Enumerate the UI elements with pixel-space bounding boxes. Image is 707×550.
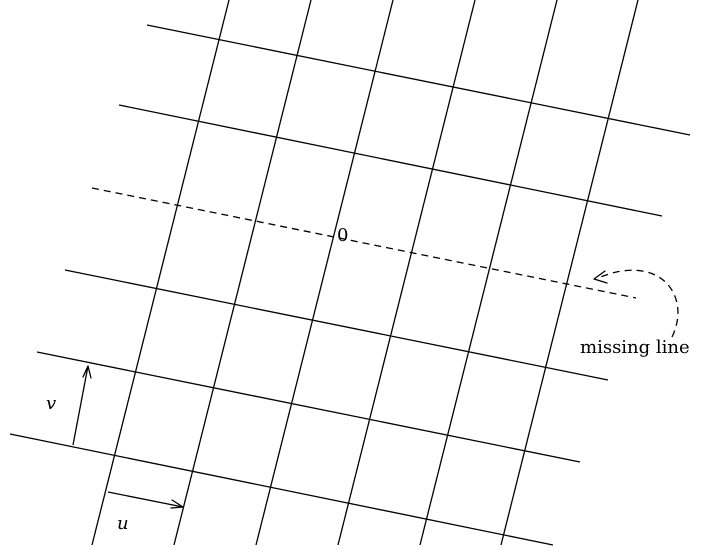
annotation-arrow — [593, 269, 679, 338]
u-arrow-line — [107, 491, 184, 508]
shallow-line — [36, 351, 581, 463]
steep-line — [173, 0, 312, 546]
shallow-line — [64, 269, 609, 381]
steep-line — [419, 0, 558, 546]
v-arrow-line — [72, 365, 89, 446]
v-label: v — [46, 393, 56, 414]
steep-line — [500, 0, 639, 546]
shallow-line — [118, 104, 663, 217]
shallow-line — [146, 24, 691, 136]
v-arrowhead-icon — [82, 365, 92, 379]
steep-lines — [91, 0, 639, 546]
steep-line — [337, 0, 476, 546]
u-vector — [107, 491, 184, 509]
steep-line — [255, 0, 394, 546]
annotation-curve — [597, 269, 679, 338]
missing-line-label: missing line — [580, 337, 690, 358]
u-label: u — [117, 513, 129, 534]
u-arrowhead-icon — [170, 499, 184, 509]
shallow-line — [9, 433, 554, 546]
origin-label: 0 — [337, 225, 348, 246]
missing-dashed-line — [91, 187, 637, 299]
v-vector — [72, 365, 92, 446]
annotation-arrowhead-icon — [593, 270, 608, 284]
steep-line — [91, 0, 230, 546]
shallow-lines — [9, 24, 691, 546]
